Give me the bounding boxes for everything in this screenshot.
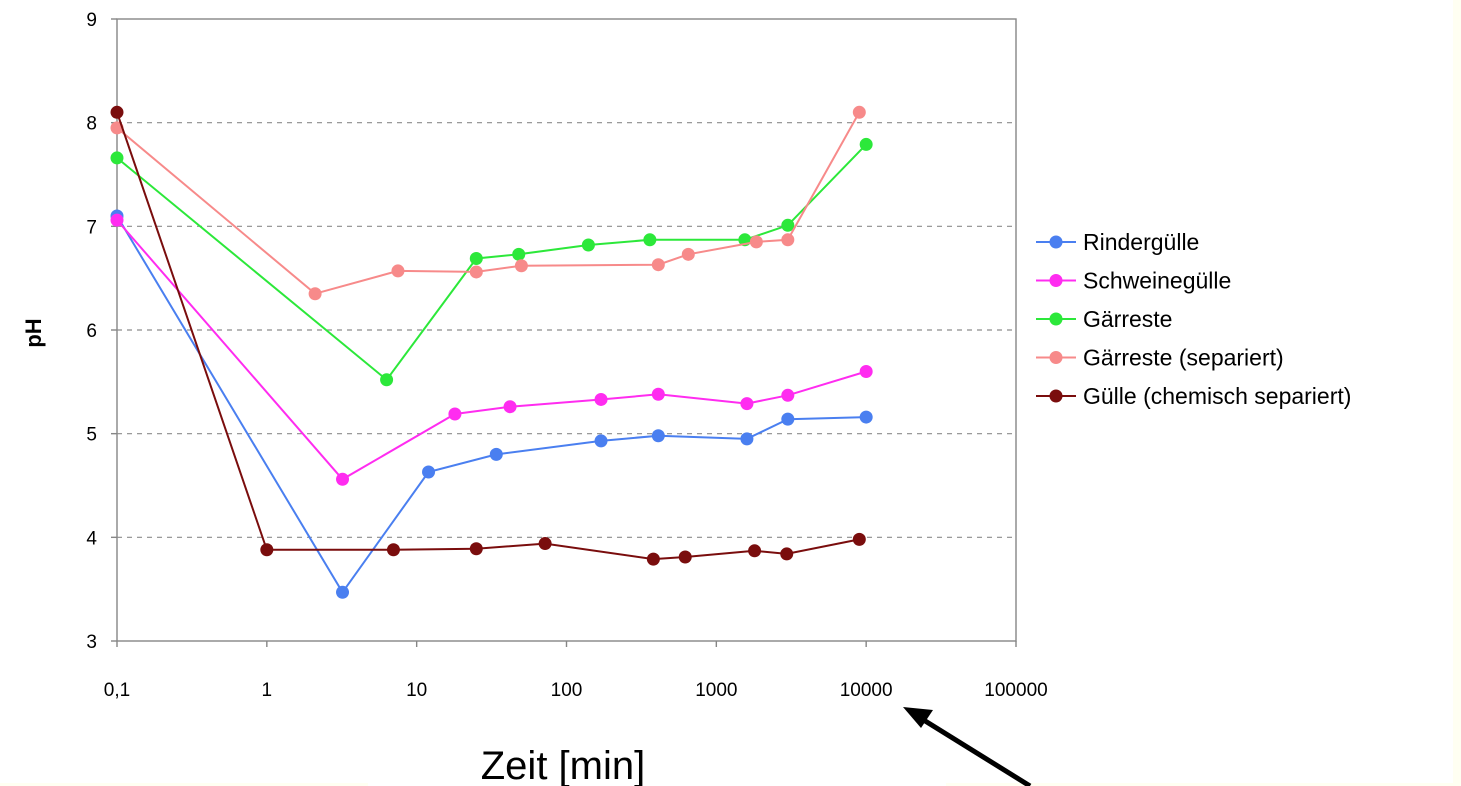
series-line [116,111,861,295]
data-point [110,213,124,227]
legend-item: Gärreste (separiert) [1036,345,1284,371]
data-point [740,432,754,446]
data-point [681,247,695,261]
y-tick-label: 8 [86,114,97,135]
legend-item: Rindergülle [1036,229,1199,255]
series-2 [110,213,873,486]
series-4 [110,105,866,301]
y-tick-label: 7 [86,217,97,238]
data-point [514,259,528,273]
x-tick-label: 0,1 [104,680,130,701]
data-point [749,235,763,249]
data-point [781,388,795,402]
data-point [781,233,795,247]
data-point [740,397,754,411]
legend-swatch-marker [1049,274,1063,287]
series-1 [110,209,873,599]
x-tick-label: 1 [262,680,273,701]
data-point [489,447,503,461]
data-point [859,364,873,378]
y-tick-label: 5 [86,425,97,446]
y-tick-label: 3 [86,632,97,653]
x-tick-label: 100000 [984,680,1047,701]
legend-label: Gärreste (separiert) [1083,345,1284,371]
data-point [386,543,400,557]
data-point [422,465,436,479]
data-point [748,544,762,558]
data-point [503,400,517,414]
legend-item: Schweinegülle [1036,268,1231,294]
data-point [260,543,274,557]
y-tick-label: 9 [86,10,97,31]
legend-item: Gärreste [1036,306,1172,332]
data-point [651,258,665,272]
data-point [391,264,405,278]
legend-label: Schweinegülle [1083,268,1231,294]
legend-swatch-marker [1049,312,1063,326]
x-axis-label: Zeit [min] [481,744,645,786]
data-point [581,238,595,252]
data-point [469,265,483,279]
legend: Rindergülle Schweinegülle Gärreste Gärreste… [1036,229,1351,409]
x-tick-label: 10 [406,680,427,701]
legend-label: Gülle (chemisch separiert) [1083,383,1351,409]
data-point [781,412,795,426]
data-point [512,247,526,261]
x-axis: 0,1 1 10 100 1000 10000 100000 [104,641,1048,701]
data-point [308,287,322,301]
legend-label: Gärreste [1083,306,1172,332]
series-3 [110,137,873,387]
data-point [469,251,483,265]
data-point [780,547,794,561]
data-point [643,233,657,247]
y-tick-label: 4 [86,528,97,549]
x-tick-label: 100 [551,680,583,701]
data-point [646,552,660,566]
legend-swatch-marker [1049,235,1063,249]
data-point [852,105,866,119]
data-point [852,532,866,546]
data-point [859,137,873,151]
series-lines [110,105,873,599]
data-point [678,550,692,564]
data-point [594,434,608,448]
data-point [336,472,350,486]
legend-swatch-marker [1049,351,1063,364]
series-line [116,111,860,561]
legend-label: Rindergülle [1083,229,1199,255]
y-tick-label: 6 [86,321,97,342]
data-point [469,542,483,556]
data-point [110,105,124,119]
series-5 [110,105,866,566]
data-point [594,392,608,406]
y-axis: 3 4 5 6 7 8 9 [86,10,117,653]
data-point [336,585,350,599]
data-point [781,218,795,232]
x-tick-label: 1000 [695,680,737,701]
data-point [651,429,665,443]
y-axis-label: pH [21,318,46,347]
arrow-annotation [903,707,1032,786]
data-point [110,151,124,165]
data-point [538,537,552,551]
legend-item: Gülle (chemisch separiert) [1036,383,1351,409]
data-point [380,373,394,387]
data-point [448,407,462,421]
plot-area [116,18,1017,642]
x-tick-label: 10000 [840,680,893,701]
caption-background [368,775,946,786]
legend-swatch-marker [1049,389,1063,403]
data-point [859,410,873,424]
data-point [651,387,665,401]
